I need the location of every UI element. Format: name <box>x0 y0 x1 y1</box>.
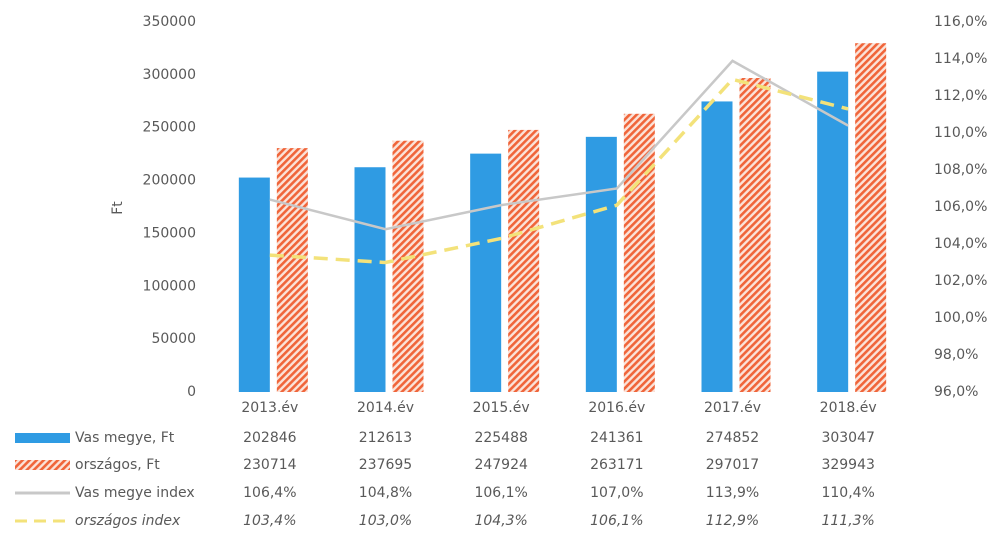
x-tick-label: 2017.év <box>704 400 761 416</box>
y-axis-label: Ft <box>110 201 126 215</box>
table-value: 230714 <box>243 457 297 473</box>
table-value: 106,1% <box>590 513 643 529</box>
table-value: 202846 <box>243 430 297 446</box>
y2-tick-label: 98,0% <box>934 347 978 363</box>
hatched-bar <box>739 78 771 393</box>
line <box>269 59 849 231</box>
legend-key <box>15 460 70 470</box>
x-tick-label: 2018.év <box>820 400 877 416</box>
table-value: 107,0% <box>590 485 643 501</box>
y2-tick-label: 108,0% <box>934 162 987 178</box>
y-tick-label: 0 <box>187 384 196 400</box>
x-tick-label: 2015.év <box>473 400 530 416</box>
legend-label: Vas megye, Ft <box>75 430 175 446</box>
y2-tick-label: 102,0% <box>934 273 987 289</box>
table-value: 247924 <box>474 457 528 473</box>
bar <box>701 101 733 392</box>
hatched-bar <box>855 43 887 392</box>
table-value: 106,1% <box>474 485 527 501</box>
table-value: 297017 <box>706 457 759 473</box>
table-value: 106,4% <box>243 485 296 501</box>
table-value: 274852 <box>706 430 759 446</box>
y2-tick-label: 116,0% <box>934 14 987 30</box>
y2-tick-label: 114,0% <box>934 51 987 67</box>
table-value: 237695 <box>359 457 412 473</box>
table-value: 225488 <box>474 430 527 446</box>
table-value: 303047 <box>821 430 874 446</box>
table-value: 103,4% <box>243 513 296 529</box>
legend-label: Vas megye index <box>75 485 195 501</box>
x-tick-label: 2013.év <box>241 400 298 416</box>
bar <box>470 153 502 392</box>
y2-tick-label: 96,0% <box>934 384 978 400</box>
table-value: 104,3% <box>474 513 527 529</box>
legend-label: országos index <box>75 513 181 529</box>
y-tick-label: 100000 <box>143 278 196 294</box>
y2-tick-label: 112,0% <box>934 88 987 104</box>
y2-tick-label: 100,0% <box>934 310 987 326</box>
table-value: 263171 <box>590 457 643 473</box>
y-tick-label: 200000 <box>143 173 196 189</box>
line <box>269 77 849 265</box>
y2-tick-label: 106,0% <box>934 199 987 215</box>
hatched-bar <box>392 140 424 392</box>
y2-tick-label: 110,0% <box>934 125 987 141</box>
x-tick-label: 2016.év <box>588 400 645 416</box>
legend-label: országos, Ft <box>75 457 160 473</box>
legend-key <box>15 433 70 443</box>
hatched-bar <box>508 129 540 392</box>
y-tick-label: 350000 <box>143 14 196 30</box>
hatched-bar <box>623 113 655 393</box>
table-value: 103,0% <box>359 513 412 529</box>
table-value: 104,8% <box>359 485 412 501</box>
bar <box>238 177 270 392</box>
y-tick-label: 300000 <box>143 67 196 83</box>
y-tick-label: 50000 <box>151 331 196 347</box>
table-value: 329943 <box>821 457 874 473</box>
hatched-bar <box>276 148 308 392</box>
table-value: 241361 <box>590 430 643 446</box>
y-tick-label: 150000 <box>143 225 196 241</box>
table-value: 110,4% <box>821 485 874 501</box>
y-tick-label: 250000 <box>143 120 196 136</box>
bar <box>354 167 386 392</box>
bar <box>585 136 617 392</box>
table-value: 112,9% <box>706 513 759 529</box>
y2-tick-label: 104,0% <box>934 236 987 252</box>
x-tick-label: 2014.év <box>357 400 414 416</box>
table-value: 212613 <box>359 430 412 446</box>
table-value: 113,9% <box>706 485 759 501</box>
bar <box>817 71 849 392</box>
table-value: 111,3% <box>821 513 874 529</box>
